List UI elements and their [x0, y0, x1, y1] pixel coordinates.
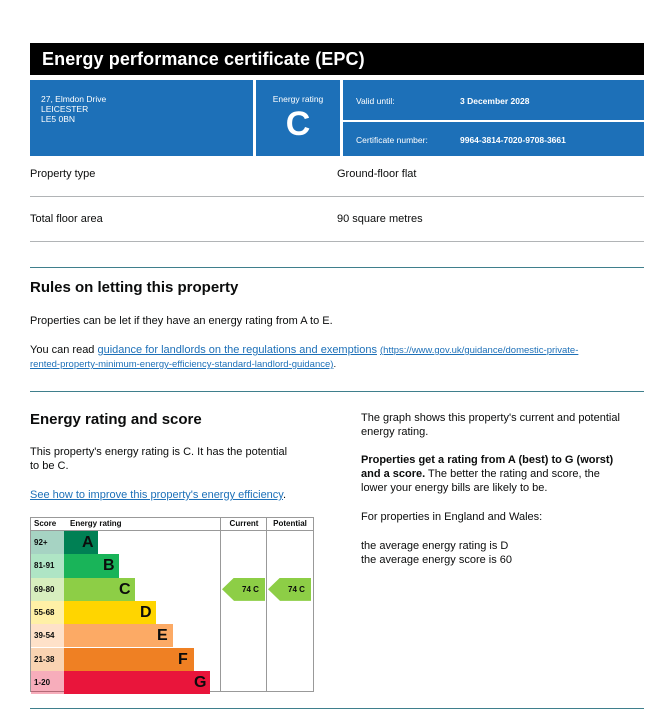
band-score-cell [31, 624, 64, 648]
chart-header-divider [31, 530, 313, 531]
improve-link-wrap: See how to improve this property's energ… [30, 489, 286, 502]
chart-header-current: Current [229, 519, 259, 528]
letting-heading: Rules on letting this property [30, 279, 239, 296]
chart-divider-potential [266, 518, 267, 691]
band-bar-d [64, 600, 156, 625]
letting-guidance-suffix: . [333, 359, 337, 370]
property-type-value: Ground-floor flat [337, 168, 417, 180]
band-score-cell [31, 647, 64, 671]
chart-header-score: Score [34, 519, 57, 528]
band-score-d: 55-68 [34, 607, 55, 617]
score-heading: Energy rating and score [30, 411, 202, 428]
potential-rating-label: 74 C [288, 584, 305, 594]
score-paragraph-line-2: to be C. [30, 460, 69, 472]
average-score-text: the average energy score is 60 [361, 554, 513, 566]
certificate-number-value: 9964-3814-7020-9708-3661 [460, 135, 566, 145]
valid-until-value: 3 December 2028 [460, 96, 530, 106]
band-bar-g [64, 670, 210, 695]
landlord-guidance-url-2[interactable]: rented-property-minimum-energy-efficienc… [30, 359, 334, 370]
letting-paragraph: Properties can be let if they have an en… [30, 315, 333, 327]
epc-rating-chart: Score Energy rating Current Potential 92… [30, 517, 314, 695]
band-letter-f: F [178, 650, 188, 668]
landlord-guidance-link[interactable]: guidance for landlords on the regulation… [97, 344, 377, 356]
band-letter-a: A [82, 534, 94, 551]
section-divider [30, 391, 644, 392]
address-block: 27, Elmdon Drive LEICESTER LE5 0BN [30, 80, 253, 156]
band-score-cell [31, 600, 64, 625]
floor-area-value: 90 square metres [337, 213, 423, 225]
chart-header-rating: Energy rating [70, 519, 122, 528]
band-score-f: 21-38 [34, 654, 55, 664]
section-divider [30, 708, 644, 709]
band-bar-c [64, 577, 135, 601]
band-letter-c: C [119, 580, 131, 598]
letting-guidance-paragraph: You can read guidance for landlords on t… [30, 344, 630, 357]
section-divider [30, 267, 644, 268]
improve-link-suffix: . [282, 489, 287, 501]
rating-scale-line-2: and a score. The better the rating and s… [361, 468, 600, 481]
band-score-cell [31, 577, 64, 601]
landlord-guidance-url-1[interactable]: (https://www.gov.uk/guidance/domestic-pr… [380, 345, 579, 356]
current-rating-arrow: 74 C [222, 577, 265, 601]
divider [30, 241, 644, 242]
address-line-1: 27, Elmdon Drive [41, 94, 107, 104]
band-score-g: 1-20 [34, 677, 51, 687]
certificate-number-label: Certificate number: [356, 135, 428, 145]
band-letter-b: B [103, 557, 115, 575]
england-wales-text: For properties in England and Wales: [361, 511, 543, 523]
band-letter-d: D [140, 603, 152, 621]
band-score-cell [31, 554, 64, 578]
band-score-e: 39-54 [34, 631, 55, 641]
band-score-c: 69-80 [34, 584, 55, 594]
letting-guidance-paragraph-2: rented-property-minimum-energy-efficienc… [30, 358, 336, 371]
band-score-a: 92+ [34, 538, 48, 547]
band-score-cell [31, 531, 64, 555]
address-line-2: LEICESTER [41, 104, 89, 114]
improve-efficiency-link[interactable]: See how to improve this property's energ… [30, 489, 283, 501]
average-rating-text: the average energy rating is D [361, 540, 509, 552]
rating-scale-bold-line-1: Properties get a rating from A (best) to… [361, 454, 614, 466]
graph-explainer-line-1: The graph shows this property's current … [361, 412, 620, 424]
page-title-bar: Energy performance certificate (EPC) [30, 43, 644, 75]
floor-area-label: Total floor area [30, 213, 103, 225]
page-title: Energy performance certificate (EPC) [42, 49, 365, 69]
energy-rating-letter: C [285, 105, 311, 143]
divider [30, 196, 644, 197]
rating-scale-rest-line-2: lower your energy bills are likely to be… [361, 482, 548, 494]
property-type-label: Property type [30, 168, 96, 180]
band-bar-e [64, 624, 173, 648]
band-letter-e: E [157, 627, 168, 645]
rating-scale-bold-line-2: and a score. [361, 468, 426, 480]
score-paragraph-line-1: This property's energy rating is C. It h… [30, 446, 288, 458]
band-bar-b [64, 554, 119, 578]
energy-rating-box: Energy rating C [256, 80, 340, 156]
graph-explainer-line-2: energy rating. [361, 426, 429, 438]
energy-rating-label: Energy rating [272, 94, 324, 104]
valid-until-box: Valid until: 3 December 2028 [343, 80, 644, 120]
address-line-3: LE5 0BN [41, 114, 76, 124]
chart-divider-current [220, 518, 221, 691]
band-score-cell [31, 670, 64, 695]
band-bar-a [64, 531, 98, 555]
certificate-number-box: Certificate number: 9964-3814-7020-9708-… [343, 122, 644, 156]
valid-until-label: Valid until: [356, 96, 395, 106]
rating-scale-rest-line-1: The better the rating and score, the [425, 468, 600, 480]
potential-rating-arrow: 74 C [268, 577, 311, 601]
chart-header-potential: Potential [273, 519, 307, 528]
band-bar-f [64, 647, 194, 671]
band-score-b: 81-91 [34, 561, 55, 571]
letting-guidance-prefix: You can read [30, 344, 98, 356]
band-letter-g: G [194, 673, 207, 691]
current-rating-label: 74 C [242, 584, 259, 594]
